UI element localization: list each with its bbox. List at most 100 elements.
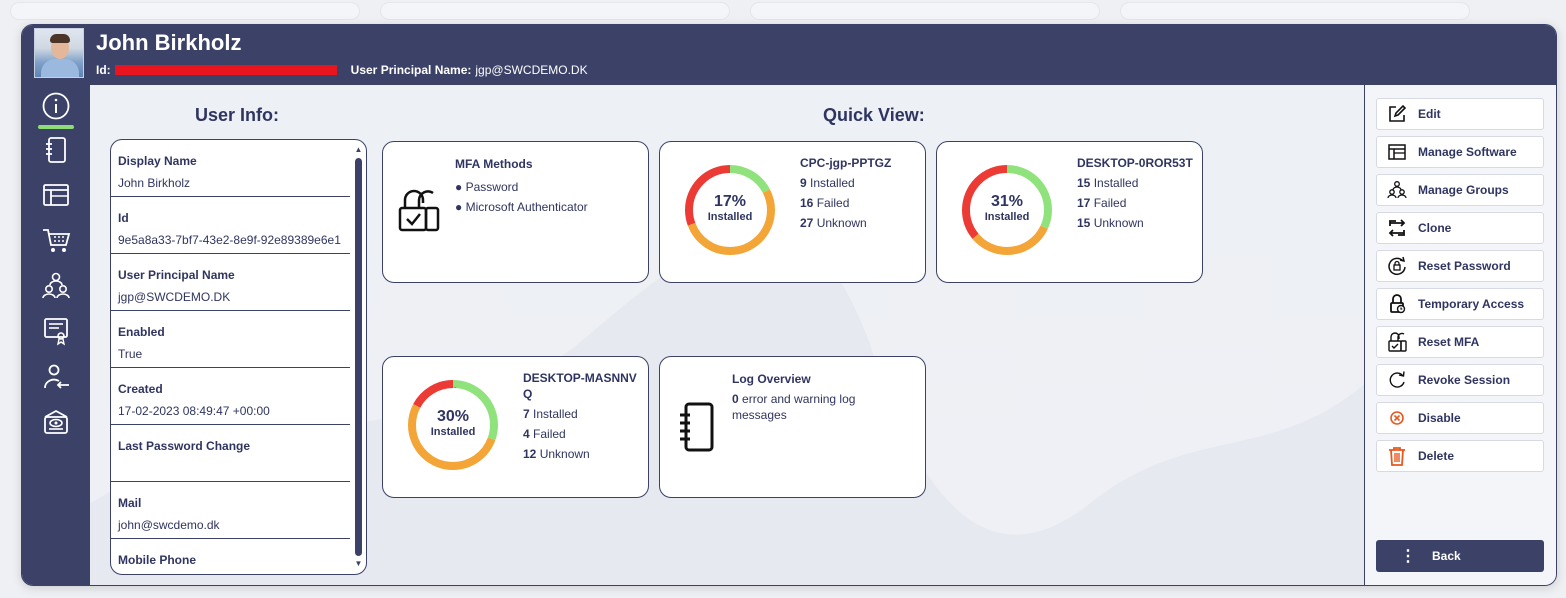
redacted-id xyxy=(114,65,337,75)
device-name-wrap: Q xyxy=(523,387,533,401)
reset-password-icon xyxy=(1386,255,1408,277)
log-icon[interactable] xyxy=(39,133,73,167)
user-info-panel[interactable]: Display Name John Birkholz Id 9e5a8a33-7… xyxy=(110,139,367,575)
manage-software-button[interactable]: Manage Software xyxy=(1376,136,1544,168)
edit-icon xyxy=(1386,103,1408,125)
button-label: Reset Password xyxy=(1418,259,1511,273)
donut-percent: 17% xyxy=(713,193,747,210)
log-overview-card[interactable]: Log Overview 0 error and warning log mes… xyxy=(659,356,926,498)
info-field-created: Created 17-02-2023 08:49:47 +00:00 xyxy=(111,368,350,425)
scrollbar-thumb[interactable] xyxy=(355,158,362,556)
background-tile xyxy=(1120,2,1470,20)
info-field-mobile-phone: Mobile Phone xyxy=(111,539,350,574)
certificate-icon[interactable] xyxy=(39,314,73,348)
device-card[interactable]: 31% Installed DESKTOP-0ROR53T 15 Install… xyxy=(936,141,1203,283)
clone-button[interactable]: Clone xyxy=(1376,212,1544,244)
refresh-icon xyxy=(1386,369,1408,391)
id-label: Id: xyxy=(96,63,111,77)
background-tile xyxy=(10,2,360,20)
device-name: DESKTOP-0ROR53T xyxy=(1077,156,1193,170)
temporary-access-icon xyxy=(1386,293,1408,315)
scroll-up-icon[interactable]: ▲ xyxy=(354,145,363,154)
field-value: 17-02-2023 08:49:47 +00:00 xyxy=(118,404,270,418)
header: John Birkholz Id: User Principal Name: j… xyxy=(22,25,1556,85)
user-details-window: John Birkholz Id: User Principal Name: j… xyxy=(21,24,1557,586)
mfa-method: ● Password xyxy=(455,180,519,194)
background-tile xyxy=(380,2,730,20)
reset-mfa-button[interactable]: Reset MFA xyxy=(1376,326,1544,358)
field-label: Mobile Phone xyxy=(118,553,196,567)
credential-icon[interactable] xyxy=(39,405,73,439)
info-icon[interactable] xyxy=(39,89,73,123)
field-label: Created xyxy=(118,382,163,396)
unknown-count: 27 Unknown xyxy=(800,216,867,230)
donut-label: Installed xyxy=(984,211,1030,223)
unknown-count: 12 Unknown xyxy=(523,447,590,461)
background-tile xyxy=(750,2,1100,20)
delete-button[interactable]: Delete xyxy=(1376,440,1544,472)
button-label: Manage Groups xyxy=(1418,183,1509,197)
active-indicator xyxy=(38,125,74,129)
mfa-card[interactable]: MFA Methods ● Password ● Microsoft Authe… xyxy=(382,141,649,283)
installed-count: 9 Installed xyxy=(800,176,855,190)
unknown-count: 15 Unknown xyxy=(1077,216,1144,230)
failed-count: 16 Failed xyxy=(800,196,850,210)
button-label: Disable xyxy=(1418,411,1461,425)
sidebar xyxy=(22,85,90,585)
temporary-access-button[interactable]: Temporary Access xyxy=(1376,288,1544,320)
donut-failed-segment xyxy=(408,380,498,470)
button-label: Back xyxy=(1432,549,1461,563)
field-value: jgp@SWCDEMO.DK xyxy=(118,290,231,304)
scrollbar[interactable]: ▲ ▼ xyxy=(354,146,363,568)
quick-view-title: Quick View: xyxy=(823,105,925,125)
id-line: Id: User Principal Name: jgp@SWCDEMO.DK xyxy=(96,63,588,77)
log-icon xyxy=(676,401,716,453)
field-label: Enabled xyxy=(118,325,165,339)
button-label: Temporary Access xyxy=(1418,297,1525,311)
trash-icon xyxy=(1386,445,1408,467)
button-label: Manage Software xyxy=(1418,145,1517,159)
log-summary-cont: messages xyxy=(732,408,787,422)
groups-icon xyxy=(1386,179,1408,201)
reset-password-button[interactable]: Reset Password xyxy=(1376,250,1544,282)
info-field-last-password-change: Last Password Change xyxy=(111,425,350,482)
button-label: Delete xyxy=(1418,449,1455,463)
user-transfer-icon[interactable] xyxy=(39,360,73,394)
upn-value: jgp@SWCDEMO.DK xyxy=(475,63,588,77)
edit-button[interactable]: Edit xyxy=(1376,98,1544,130)
lock-icon xyxy=(397,188,441,234)
more-vertical-icon: ⋮ xyxy=(1400,548,1416,565)
mfa-method: ● Microsoft Authenticator xyxy=(455,200,588,214)
button-label: Reset MFA xyxy=(1418,335,1480,349)
back-button[interactable]: ⋮ Back xyxy=(1376,540,1544,572)
donut-percent: 30% xyxy=(436,408,470,425)
donut-unknown-segment xyxy=(962,165,1052,255)
actions-panel: Edit Manage Software Manage Groups Clone… xyxy=(1364,85,1556,585)
field-value: 9e5a8a33-7bf7-43e2-8e9f-92e89389e6e1 xyxy=(118,233,341,247)
field-value: John Birkholz xyxy=(118,176,191,190)
software-icon[interactable] xyxy=(39,178,73,212)
donut-percent: 31% xyxy=(990,193,1024,210)
cart-icon[interactable] xyxy=(39,223,73,257)
info-field-display-name: Display Name John Birkholz xyxy=(111,140,350,197)
failed-count: 17 Failed xyxy=(1077,196,1127,210)
groups-icon[interactable] xyxy=(39,269,73,303)
field-label: Id xyxy=(118,211,129,225)
field-label: User Principal Name xyxy=(118,268,235,282)
scroll-down-icon[interactable]: ▼ xyxy=(354,559,363,568)
disable-icon xyxy=(1386,407,1408,429)
page-title: John Birkholz xyxy=(96,30,242,55)
donut-failed-segment xyxy=(962,165,1052,255)
device-card[interactable]: 17% Installed CPC-jgp-PPTGZ 9 Installed … xyxy=(659,141,926,283)
manage-groups-button[interactable]: Manage Groups xyxy=(1376,174,1544,206)
revoke-session-button[interactable]: Revoke Session xyxy=(1376,364,1544,396)
disable-button[interactable]: Disable xyxy=(1376,402,1544,434)
button-label: Edit xyxy=(1418,107,1441,121)
clone-icon xyxy=(1386,217,1408,239)
device-card[interactable]: 30% Installed DESKTOP-MASNNV Q 7 Install… xyxy=(382,356,649,498)
button-label: Clone xyxy=(1418,221,1452,235)
failed-count: 4 Failed xyxy=(523,427,566,441)
button-label: Revoke Session xyxy=(1418,373,1511,387)
donut-failed-segment xyxy=(685,165,775,255)
installed-donut-chart xyxy=(962,165,1052,255)
